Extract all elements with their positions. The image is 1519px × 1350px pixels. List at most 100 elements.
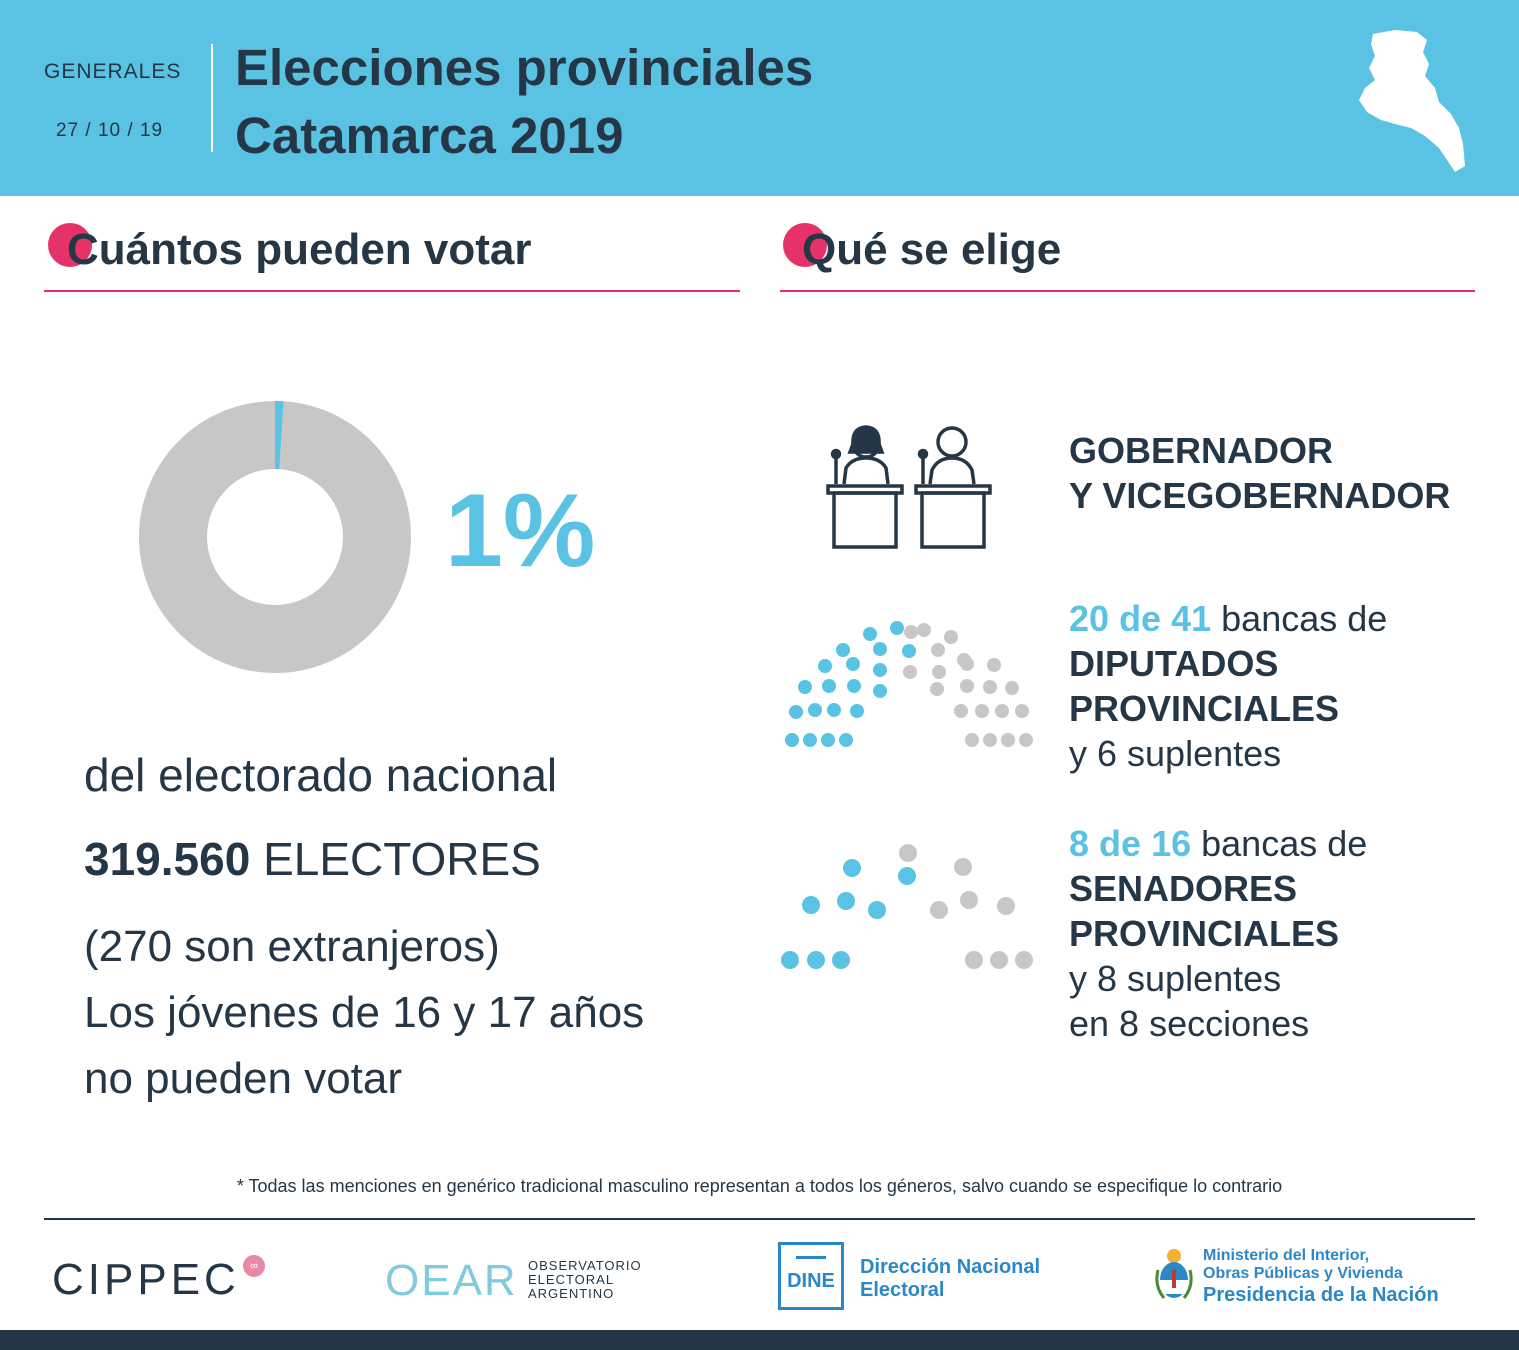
oear-subtitle-line1: OBSERVATORIO [528,1258,642,1273]
dine-logo: DINE [787,1270,835,1292]
deputies-seat-elected [863,627,877,641]
donut-share-slice [139,401,411,673]
deputies-seat-elected [873,663,887,677]
senators-seat-other [965,951,983,969]
deputies-seat-other [904,625,918,639]
deputies-seat-other [1015,704,1029,718]
deputies-seat-elected [808,703,822,717]
section-divider [780,290,1475,292]
voters-count-line: 319.560 ELECTORES [84,832,541,886]
senators-seat-other [1015,951,1033,969]
senators-seat-elected [832,951,850,969]
deputies-seat-elected [818,659,832,673]
senators-seat-elected [868,901,886,919]
footer-divider [44,1218,1475,1220]
office-vicegovernor: Y VICEGOBERNADOR [1069,475,1451,516]
header-divider [211,44,213,152]
footnote: * Todas las menciones en genérico tradic… [236,1176,1283,1196]
deputies-connector: de [1119,598,1162,639]
deputies-seat-other [960,679,974,693]
senators-substitutes: y 8 suplentes [1069,958,1282,999]
national-coat-of-arms-icon [1155,1249,1193,1299]
deputies-seat-other [983,733,997,747]
senators-seats-total: 16 [1151,823,1192,864]
deputies-seat-other [930,682,944,696]
senators-seat-other [899,844,917,862]
senators-seat-elected [898,867,916,885]
page-title-line2: Catamarca 2019 [235,107,624,164]
province-map-icon [1359,30,1465,172]
ministry-line1: Ministerio del Interior, [1203,1247,1370,1264]
voters-number: 319.560 [84,833,251,885]
voters-label: ELECTORES [263,833,541,885]
dine-name-line2: Electoral [860,1279,945,1301]
cippec-badge-icon: ∞ [243,1255,265,1277]
page-title-line1: Elecciones provinciales [235,39,814,96]
senators-seats-chart [781,844,1033,969]
senators-seat-other [960,891,978,909]
senators-seats-line: 8 de 16 bancas de [1069,821,1367,866]
deputies-seat-other [917,623,931,637]
deputies-seat-elected [850,704,864,718]
senators-connector: de [1099,823,1142,864]
deputies-seat-elected [873,642,887,656]
electorate-subtitle: del electorado nacional [84,749,558,801]
section-marker-dot [48,223,92,267]
dine-logo-frame [778,1242,844,1310]
section-marker-dot [783,223,827,267]
deputies-seats-line: 20 de 41 bancas de [1069,596,1387,641]
dine-name-line1: Dirección Nacional [860,1256,1041,1278]
deputies-seat-elected [789,705,803,719]
electorate-donut-chart [139,401,411,673]
election-date: 27 / 10 / 19 [56,120,164,141]
deputies-seat-elected [839,733,853,747]
senators-seat-other [997,897,1015,915]
deputies-seat-other [932,665,946,679]
deputies-seat-elected [822,679,836,693]
deputies-seat-other [965,733,979,747]
deputies-seats-chart [785,621,1033,747]
senators-seat-elected [843,859,861,877]
cippec-logo: CIPPEC [52,1255,240,1304]
deputies-seat-elected [847,679,861,693]
oear-subtitle-line2: ELECTORAL [528,1272,615,1287]
deputies-seat-other [987,658,1001,672]
office-governor: GOBERNADOR [1069,430,1334,471]
election-type: GENERALES [44,60,182,83]
section-title-voters: Cuántos pueden votar [67,225,532,274]
deputies-seat-elected [836,643,850,657]
senators-seat-elected [807,951,825,969]
deputies-seat-other [903,665,917,679]
senators-seat-other [990,951,1008,969]
deputies-seat-other [995,704,1009,718]
deputies-seat-elected [803,733,817,747]
deputies-seat-other [1005,681,1019,695]
youth-note-line2: no pueden votar [84,1054,403,1103]
senators-sections: en 8 secciones [1069,1003,1310,1044]
senators-seats-elected: 8 [1069,823,1090,864]
deputies-substitutes: y 6 suplentes [1069,733,1282,774]
senators-seat-elected [837,892,855,910]
deputies-seat-elected [902,644,916,658]
bottom-bar [0,1330,1519,1350]
deputies-seat-other [944,630,958,644]
deputies-seat-elected [873,684,887,698]
percent-value: 1% [445,473,596,589]
deputies-seat-elected [821,733,835,747]
ministry-line2: Obras Públicas y Vivienda [1203,1265,1403,1282]
foreigners-note: (270 son extranjeros) [84,922,500,971]
deputies-seat-other [1019,733,1033,747]
senators-seat-elected [781,951,799,969]
deputies-seat-other [983,680,997,694]
senators-suffix: bancas de [1201,823,1368,864]
oear-logo: OEAR [385,1256,518,1305]
deputies-seat-other [954,704,968,718]
deputies-chamber-line2: PROVINCIALES [1069,688,1340,729]
deputies-seat-elected [827,703,841,717]
section-divider [44,290,740,292]
presidency-name: Presidencia de la Nación [1203,1284,1439,1306]
senators-seat-other [954,858,972,876]
deputies-seat-other [1001,733,1015,747]
deputies-seat-other [960,657,974,671]
senators-chamber-line1: SENADORES [1069,868,1298,909]
